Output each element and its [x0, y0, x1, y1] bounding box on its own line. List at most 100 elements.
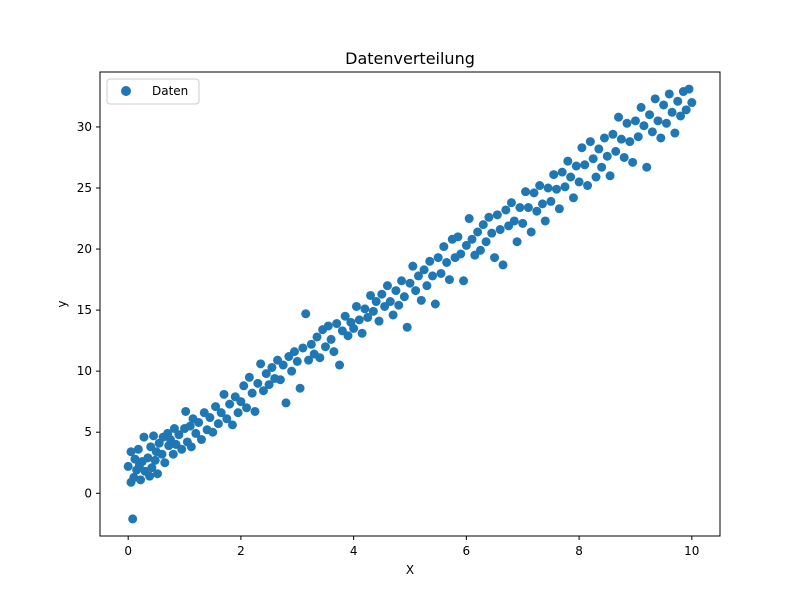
scatter-point	[405, 278, 415, 288]
scatter-point	[332, 319, 342, 329]
scatter-point	[619, 152, 629, 162]
scatter-point	[128, 514, 138, 524]
scatter-point	[408, 261, 418, 271]
plot-frame	[99, 71, 721, 537]
scatter-point	[614, 112, 624, 122]
scatter-point	[630, 116, 640, 126]
scatter-point	[211, 402, 221, 412]
x-tick-label: 10	[684, 544, 699, 558]
plot-area	[123, 84, 697, 524]
scatter-point	[168, 449, 178, 459]
scatter-point	[394, 300, 404, 310]
y-tick-label: 10	[77, 364, 92, 378]
scatter-point	[174, 430, 184, 440]
y-tick-label: 5	[84, 425, 92, 439]
scatter-point	[563, 156, 573, 166]
scatter-point	[532, 206, 542, 216]
scatter-point	[360, 304, 370, 314]
scatter-point	[673, 96, 683, 106]
scatter-point	[597, 162, 607, 172]
scatter-point	[616, 134, 626, 144]
scatter-point	[594, 144, 604, 154]
x-axis: 0 2 4 6 8 10	[124, 536, 699, 558]
scatter-point	[591, 172, 601, 182]
scatter-point	[456, 249, 466, 259]
scatter-point	[366, 290, 376, 300]
scatter-point	[515, 203, 525, 213]
scatter-point	[275, 375, 285, 385]
scatter-point	[608, 129, 618, 139]
scatter-point	[278, 360, 288, 370]
scatter-point	[492, 210, 502, 220]
scatter-point	[636, 102, 646, 112]
scatter-point	[568, 193, 578, 203]
scatter-point	[208, 427, 218, 437]
scatter-point	[150, 455, 160, 465]
scatter-point	[529, 188, 539, 198]
scatter-point	[354, 315, 364, 325]
scatter-point	[264, 380, 274, 390]
scatter-point	[518, 218, 528, 228]
scatter-point	[306, 339, 316, 349]
scatter-point	[250, 406, 260, 416]
scatter-point	[549, 170, 559, 180]
scatter-point	[191, 428, 201, 438]
scatter-point	[385, 297, 395, 307]
scatter-point	[357, 328, 367, 338]
scatter-point	[295, 383, 305, 393]
y-tick-label: 30	[77, 120, 92, 134]
scatter-point	[577, 143, 587, 153]
scatter-point	[622, 118, 632, 128]
scatter-point	[664, 89, 674, 99]
y-tick-label: 25	[77, 181, 92, 195]
scatter-point	[301, 309, 311, 319]
scatter-point	[461, 240, 471, 250]
scatter-point	[687, 98, 697, 108]
scatter-point	[388, 310, 398, 320]
scatter-point	[605, 171, 615, 181]
scatter-point	[506, 198, 516, 208]
scatter-point	[552, 184, 562, 194]
scatter-point	[129, 472, 139, 482]
scatter-point	[478, 220, 488, 230]
x-tick-label: 2	[237, 544, 245, 558]
legend-box	[106, 78, 200, 105]
scatter-point	[645, 110, 655, 120]
scatter-point	[633, 132, 643, 142]
scatter-point	[225, 399, 235, 409]
scatter-point	[298, 343, 308, 353]
scatter-point	[639, 121, 649, 131]
scatter-point	[667, 107, 677, 117]
scatter-point	[611, 146, 621, 156]
scatter-point	[326, 334, 336, 344]
scatter-point	[571, 161, 581, 171]
scatter-point	[585, 137, 595, 147]
scatter-point	[312, 332, 322, 342]
x-tick-label: 4	[350, 544, 358, 558]
scatter-point	[213, 419, 223, 429]
scatter-point	[289, 347, 299, 357]
scatter-point	[391, 286, 401, 296]
x-tick-label: 6	[463, 544, 471, 558]
scatter-point	[371, 297, 381, 307]
scatter-point	[659, 100, 669, 110]
scatter-point	[416, 295, 426, 305]
scatter-point	[557, 167, 567, 177]
scatter-point	[340, 311, 350, 321]
scatter-point	[484, 212, 494, 222]
scatter-point	[444, 275, 454, 285]
scatter-point	[521, 187, 531, 197]
scatter-point	[459, 276, 469, 286]
x-axis-label: X	[406, 563, 414, 577]
scatter-point	[374, 316, 384, 326]
scatter-point	[554, 204, 564, 214]
scatter-point	[602, 151, 612, 161]
y-axis-label: y	[55, 300, 69, 307]
scatter-point	[411, 286, 421, 296]
scatter-point	[186, 442, 196, 452]
scatter-point	[490, 253, 500, 263]
scatter-point	[430, 299, 440, 309]
scatter-point	[628, 157, 638, 167]
scatter-point	[233, 408, 243, 418]
